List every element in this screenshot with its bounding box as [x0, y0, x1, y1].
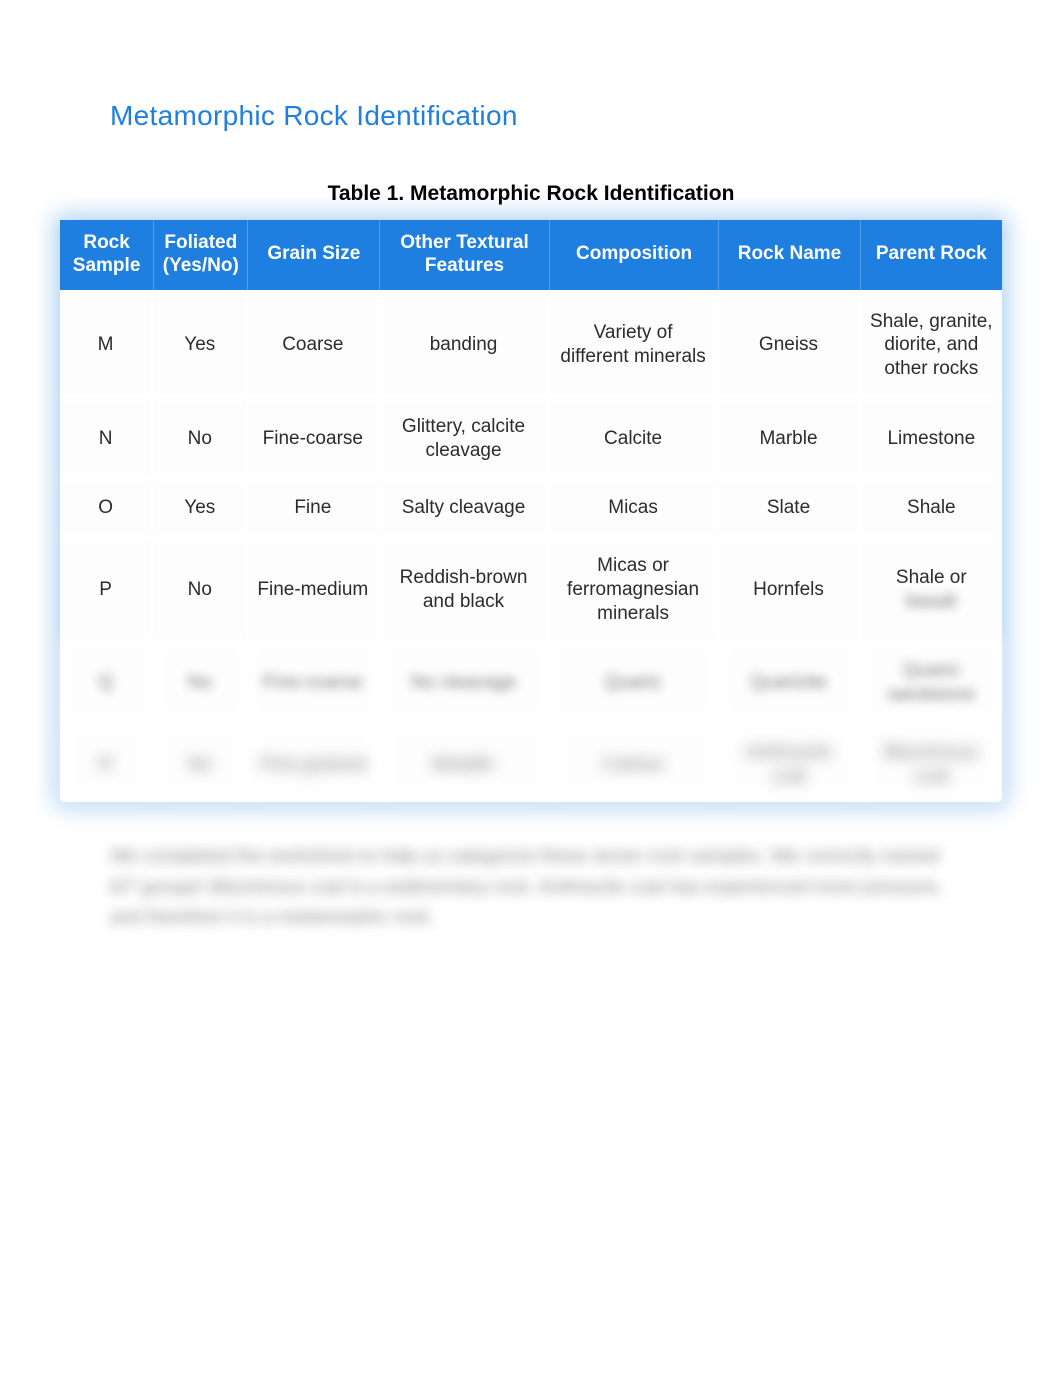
column-header: Foliated (Yes/No)	[154, 220, 248, 290]
table-cell: No	[154, 721, 248, 803]
table-cell: banding	[380, 290, 550, 395]
table-cell: Carbon	[550, 721, 720, 803]
table-cell: Shale, granite, diorite, and other rocks	[861, 290, 1002, 395]
table-cell: Fine	[248, 476, 380, 534]
page-title: Metamorphic Rock Identification	[110, 100, 1002, 132]
table-cell: Gneiss	[719, 290, 860, 395]
table-cell: Marble	[719, 395, 860, 477]
table-cell: Glittery, calcite cleavage	[380, 395, 550, 477]
table-cell: No	[154, 395, 248, 477]
table-cell: Quartz	[550, 639, 720, 721]
column-header: Grain Size	[248, 220, 380, 290]
table-caption: Table 1. Metamorphic Rock Identification	[60, 182, 1002, 206]
table-row: NNoFine-coarseGlittery, calcite cleavage…	[60, 395, 1002, 477]
table-cell: Shale orbasalt	[861, 534, 1002, 639]
table-cell: No	[154, 639, 248, 721]
table-cell: O	[60, 476, 154, 534]
table-cell: Fine-medium	[248, 534, 380, 639]
table-cell: Metallic	[380, 721, 550, 803]
table-cell: M	[60, 290, 154, 395]
table-body: MYesCoarsebandingVariety of different mi…	[60, 290, 1002, 803]
table-cell: Variety of different minerals	[550, 290, 720, 395]
column-header: Rock Sample	[60, 220, 154, 290]
table-row: RNoFine-grainedMetallicCarbonAnthracite …	[60, 721, 1002, 803]
explanatory-paragraph: We completed the worksheet to help us ca…	[110, 842, 952, 933]
table-cell: Shale	[861, 476, 1002, 534]
table-cell: Fine-coarse	[248, 639, 380, 721]
table-row: MYesCoarsebandingVariety of different mi…	[60, 290, 1002, 395]
table-cell: Quartz sandstone	[861, 639, 1002, 721]
table-cell: R	[60, 721, 154, 803]
column-header: Composition	[550, 220, 720, 290]
table-container: Rock SampleFoliated (Yes/No)Grain SizeOt…	[60, 220, 1002, 802]
table-cell: Micas	[550, 476, 720, 534]
table-cell: Calcite	[550, 395, 720, 477]
table-cell: No	[154, 534, 248, 639]
rock-identification-table: Rock SampleFoliated (Yes/No)Grain SizeOt…	[60, 220, 1002, 802]
table-cell: Micas or ferromagnesian minerals	[550, 534, 720, 639]
table-cell: Coarse	[248, 290, 380, 395]
column-header: Rock Name	[719, 220, 860, 290]
table-row: PNoFine-mediumReddish-brown and blackMic…	[60, 534, 1002, 639]
table-cell: Hornfels	[719, 534, 860, 639]
table-header-row: Rock SampleFoliated (Yes/No)Grain SizeOt…	[60, 220, 1002, 290]
table-row: QNoFine-coarseNo cleavageQuartzQuartzite…	[60, 639, 1002, 721]
table-cell: Reddish-brown and black	[380, 534, 550, 639]
column-header: Other Textural Features	[380, 220, 550, 290]
table-cell: Q	[60, 639, 154, 721]
table-cell: N	[60, 395, 154, 477]
table-cell: Bituminous coal	[861, 721, 1002, 803]
table-cell: P	[60, 534, 154, 639]
table-cell: Limestone	[861, 395, 1002, 477]
table-cell: Yes	[154, 290, 248, 395]
table-cell: Yes	[154, 476, 248, 534]
column-header: Parent Rock	[861, 220, 1002, 290]
table-cell: Salty cleavage	[380, 476, 550, 534]
table-cell: Fine-coarse	[248, 395, 380, 477]
table-cell: Anthracite coal	[719, 721, 860, 803]
table-cell: Quartzite	[719, 639, 860, 721]
table-cell: Slate	[719, 476, 860, 534]
table-row: OYesFineSalty cleavageMicasSlateShale	[60, 476, 1002, 534]
table-cell: No cleavage	[380, 639, 550, 721]
table-cell: Fine-grained	[248, 721, 380, 803]
